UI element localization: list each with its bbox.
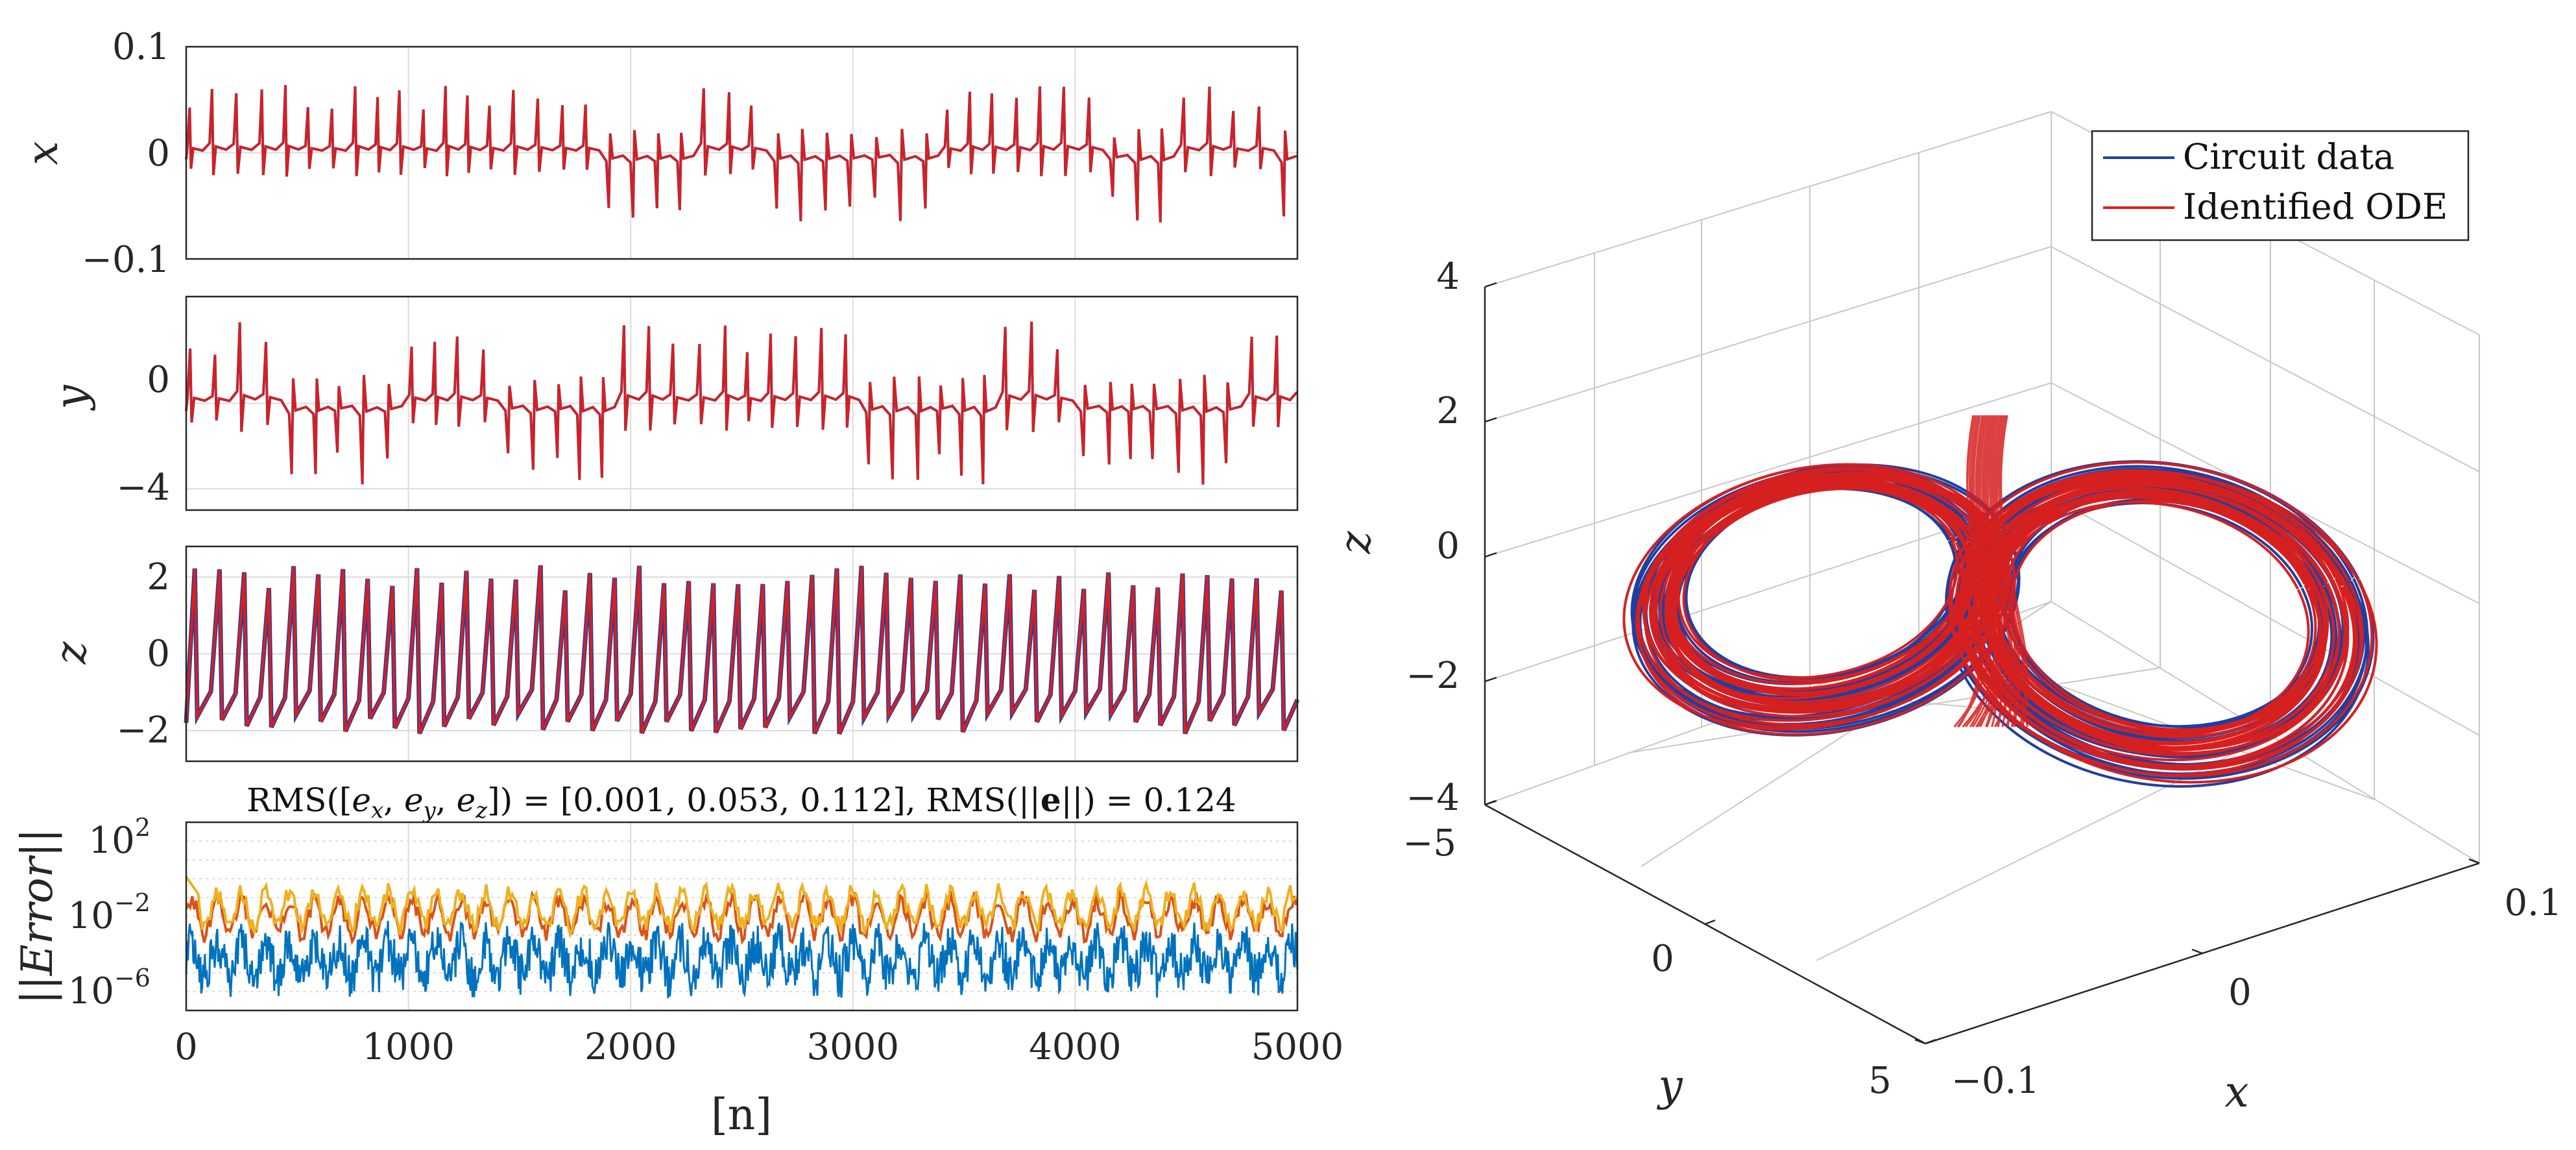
zaxis-tick-neg4: −4 — [1406, 777, 1460, 819]
xtick-mark-0 — [1914, 1038, 1926, 1045]
zaxis-tick-4: 4 — [1436, 256, 1460, 298]
xaxis-tick-neg0.1: −0.1 — [1951, 1060, 2040, 1102]
box-grid-7 — [1484, 246, 2052, 422]
panel-error-xticks: 0 1000 2000 3000 4000 5000 — [175, 1026, 1343, 1068]
series-circuit-data — [185, 85, 1297, 223]
legend-box — [2091, 130, 2470, 241]
box-grid-12 — [2051, 496, 2480, 736]
panel-y-ytick-neg4: −4 — [116, 467, 170, 509]
ytick-mark-0 — [1484, 800, 1496, 806]
series-e-x — [185, 920, 1299, 999]
box-grid-8 — [1484, 382, 2052, 557]
panel-error-xtick-3000: 3000 — [807, 1026, 900, 1068]
series-identified-ode — [185, 321, 1298, 485]
legend-label-circuit: Circuit data — [2183, 136, 2394, 177]
attractor-funnel — [1953, 415, 2029, 728]
panel-z-ytick-2: 2 — [147, 556, 170, 598]
panel-z-ytick-0: 0 — [147, 633, 170, 675]
box-grid-0 — [1484, 111, 2052, 288]
panel-error-yticks: 102 10−2 10−6 — [68, 813, 150, 1012]
series-identified-ode — [185, 85, 1297, 223]
xaxis-tick-0: 0 — [2228, 972, 2252, 1014]
panel-error-series — [185, 875, 1299, 999]
panel-y-ytick-0: 0 — [147, 359, 170, 401]
panel-error-xlabel: [n] — [711, 1090, 772, 1140]
panel-x-ytick-0: 0 — [147, 132, 170, 175]
zaxis-tick-0: 0 — [1436, 525, 1460, 567]
panel-z-series — [184, 565, 1300, 735]
panel-error-axes — [185, 821, 1299, 1012]
panel-x-series — [185, 85, 1297, 223]
series-identified-ode — [185, 565, 1299, 735]
zaxis-tick-2: 2 — [1436, 390, 1460, 432]
panel-y-ylabel: y — [46, 385, 96, 411]
xaxis-tick-0.1: 0.1 — [2504, 882, 2562, 924]
panel-y: 0 −4 y — [46, 295, 1299, 511]
panel-x-ytick-neg0.1: −0.1 — [82, 239, 170, 281]
yaxis-tick-neg5: −5 — [1402, 822, 1456, 864]
panel-error-ytick-1e-2: 10−2 — [68, 888, 150, 937]
zaxis-label: z — [1330, 530, 1380, 554]
panel-z-ytick-neg2: −2 — [116, 709, 170, 752]
panel-x: 0.1 0 −0.1 x — [18, 26, 1299, 281]
yaxis-tick-5: 5 — [1868, 1060, 1892, 1102]
panel-error-xtick-1000: 1000 — [362, 1026, 455, 1068]
panel-3d-attractor — [1622, 415, 2378, 788]
box-grid-10 — [2051, 246, 2480, 472]
xtick-mark-1 — [2191, 948, 2203, 955]
panel-3d: 4 2 0 −2 −4 z −5 0 5 y −0.1 0 0.1 x Circ… — [1330, 111, 2562, 1117]
panel-error-xtick-0: 0 — [175, 1026, 198, 1068]
ytick-mark-2 — [1925, 1038, 1936, 1045]
series-e-y — [185, 888, 1298, 946]
panel-error-xtick-5000: 5000 — [1251, 1026, 1344, 1068]
ztick-mark-1 — [1484, 417, 1497, 423]
xaxis-label: x — [2224, 1067, 2248, 1117]
panel-error-xtick-2000: 2000 — [584, 1026, 677, 1068]
panel-error-xtick-4000: 4000 — [1029, 1026, 1122, 1068]
panel-x-ylabel: x — [18, 141, 67, 165]
zaxis-tick-neg2: −2 — [1406, 655, 1460, 697]
panel-z: 2 0 −2 z — [46, 545, 1300, 763]
panel-error-title: RMS([ex, ey, ez]) = [0.001, 0.053, 0.112… — [247, 781, 1236, 824]
panel-y-axes — [185, 295, 1299, 511]
yaxis-label: y — [1656, 1060, 1683, 1110]
panel-error-ytick-1e2: 102 — [89, 813, 150, 862]
ztick-mark-0 — [1484, 282, 1497, 288]
series-circuit-data — [184, 565, 1300, 735]
series-e-z — [185, 875, 1297, 939]
xtick-mark-2 — [2468, 858, 2480, 864]
panel-x-grid — [186, 46, 1298, 260]
panel-y-series — [185, 321, 1298, 485]
legend: Circuit data Identified ODE — [2091, 130, 2470, 241]
ztick-mark-3 — [1484, 676, 1497, 683]
panel-x-axes — [185, 45, 1299, 260]
panel-error-ytick-1e-6: 10−6 — [68, 964, 150, 1012]
panel-z-ylabel: z — [46, 641, 96, 665]
ytick-mark-1 — [1704, 919, 1716, 925]
panel-error-ylabel: ||Error|| — [12, 828, 62, 1005]
yaxis-tick-0: 0 — [1651, 938, 1674, 980]
ztick-mark-2 — [1484, 552, 1497, 558]
panel-z-axes — [185, 545, 1299, 763]
panel-x-ytick-0.1: 0.1 — [112, 26, 170, 68]
panel-error: RMS([ex, ey, ez]) = [0.001, 0.053, 0.112… — [12, 781, 1343, 1140]
legend-label-ode: Identified ODE — [2183, 186, 2448, 227]
